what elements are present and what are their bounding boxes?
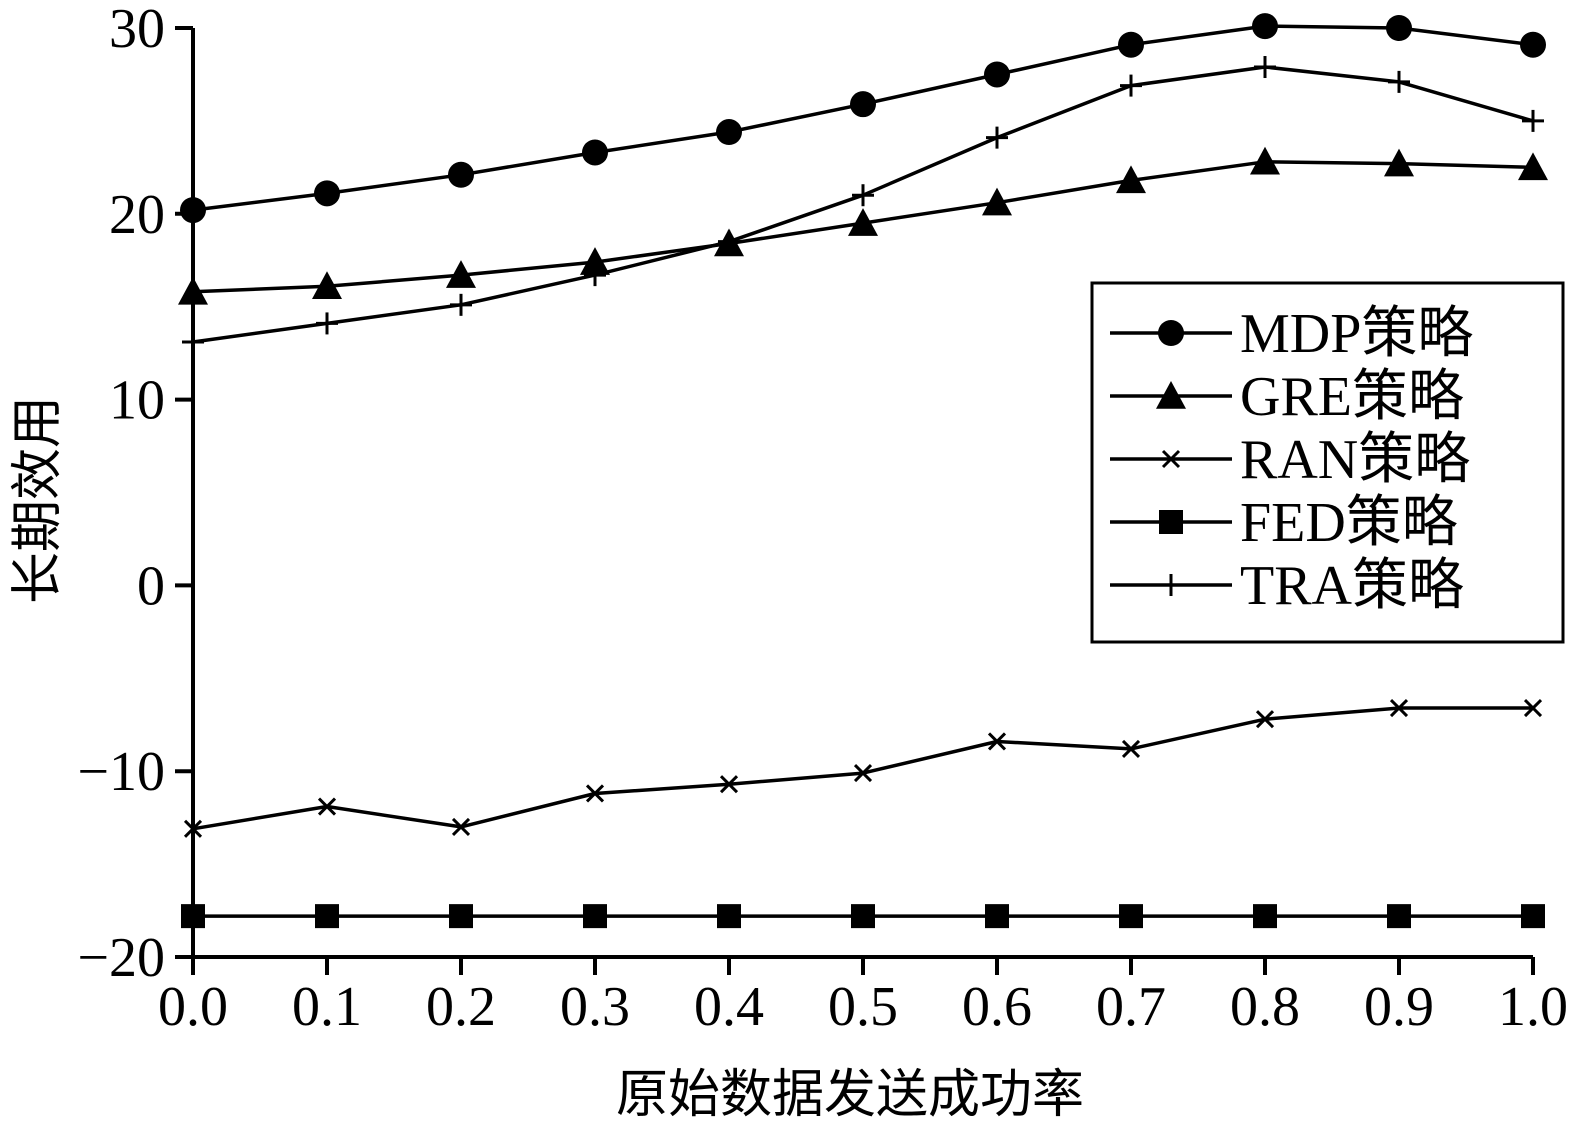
data-point [583,904,607,929]
x-tick-label: 0.9 [1364,976,1434,1038]
data-point [850,91,876,118]
y-tick-label: −10 [77,741,165,803]
series-triangle [178,146,1548,305]
data-point [580,247,610,275]
data-point [718,230,740,253]
x-axis-title: 原始数据发送成功率 [616,1065,1084,1125]
data-point [717,904,741,929]
series-circle [180,13,1546,224]
x-tick-label: 0.8 [1230,976,1300,1038]
x-tick-label: 0.6 [962,976,1032,1038]
data-point [1388,70,1410,93]
data-point [1116,165,1146,194]
data-point [1389,698,1409,718]
legend-entry: GRE策略 [1110,366,1464,428]
plot-area [178,13,1548,929]
data-point [848,208,878,236]
data-point [1522,109,1544,132]
data-point [986,126,1008,149]
data-point [584,264,606,287]
legend-label: TRA策略 [1240,555,1464,617]
series-line [192,706,1533,831]
series-square [181,904,1545,929]
data-point [985,904,1009,929]
data-point [1386,15,1412,41]
x-tick-label: 0.1 [292,976,362,1038]
data-point [1252,13,1278,40]
data-point [1253,904,1277,929]
data-point [716,119,742,146]
x-tick-label: 0.7 [1096,976,1166,1038]
data-point [853,763,873,783]
data-point [446,260,476,288]
data-point [1121,739,1141,758]
data-point [585,784,605,803]
legend-marker [1160,574,1182,596]
legend-label: FED策略 [1240,492,1458,554]
data-point [851,904,875,929]
data-point [448,161,474,188]
data-point [1255,710,1275,729]
data-point [719,775,739,794]
y-tick-label: 10 [109,370,165,432]
series-line [192,24,1534,212]
data-point [312,271,342,300]
data-point [1254,56,1276,79]
x-tick-label: 0.0 [158,976,228,1038]
data-point [1521,904,1545,929]
x-tick-label: 0.4 [694,976,764,1038]
data-point [982,187,1012,216]
x-tick-label: 1.0 [1498,976,1568,1038]
data-point [1523,698,1543,718]
legend-entry: RAN策略 [1110,429,1470,491]
legend-label: MDP策略 [1240,303,1473,365]
data-point [1250,146,1280,175]
legend-marker [1161,449,1181,469]
legend-entry: FED策略 [1110,492,1458,554]
legend-marker [1159,510,1183,534]
data-point [1520,31,1546,58]
data-point [1518,152,1548,181]
data-point [1119,904,1143,929]
y-tick-label: 30 [109,0,165,60]
data-point [852,184,874,207]
data-point [1387,904,1411,929]
y-tick-label: −20 [77,927,165,989]
series-plus [182,56,1544,354]
data-point [1118,31,1144,58]
series-x [183,698,1543,838]
data-point [1120,74,1142,97]
legend-marker [1156,381,1186,409]
x-tick-label: 0.3 [560,976,630,1038]
data-point [315,904,339,929]
y-tick-label: 0 [137,555,165,617]
data-point [316,312,338,335]
data-point [984,61,1010,88]
y-axis-title: 长期效用 [8,396,68,604]
y-tick-label: 20 [109,184,165,246]
x-tick-label: 0.2 [426,976,496,1038]
legend-entry: TRA策略 [1110,555,1464,617]
data-point [582,139,608,166]
legend-entry: MDP策略 [1110,303,1473,365]
x-tick-label: 0.5 [828,976,898,1038]
data-point [314,180,340,207]
legend-label: GRE策略 [1240,366,1464,428]
data-point [450,293,472,316]
data-point [1384,148,1414,177]
axes: 30 20 10 0 −10 −200.0 0.1 0.2 0.3 0.4 0.5 0.6 0.7 0.8… [77,0,1568,1038]
data-point [451,817,471,837]
legend-marker [1158,320,1184,346]
data-point [317,797,337,816]
legend-label: RAN策略 [1240,429,1470,491]
data-point [987,732,1007,751]
data-point [449,904,473,929]
